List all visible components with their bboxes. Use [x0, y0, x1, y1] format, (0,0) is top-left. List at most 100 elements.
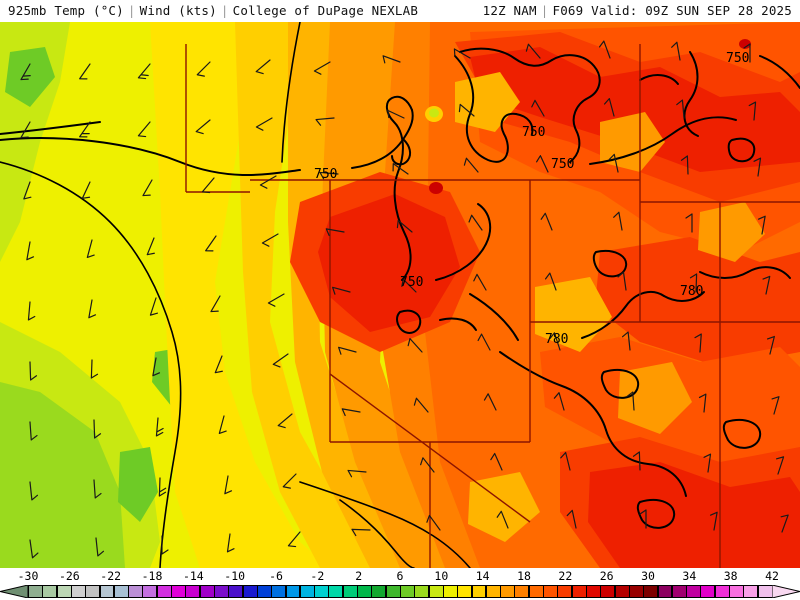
wind-barb [29, 539, 39, 559]
wind-barb [382, 55, 401, 64]
contour-780-e [499, 351, 607, 431]
colorbar-swatch [757, 585, 773, 598]
colorbar-swatch [42, 585, 58, 598]
colorbar-swatch [28, 585, 43, 598]
wind-barb [20, 121, 31, 139]
temp-band-yellow [150, 22, 330, 568]
wind-barb [536, 155, 549, 173]
colorbar-tick-label: 30 [641, 569, 655, 583]
colorbar-tick-label: 2 [355, 569, 363, 583]
temp-band-red7 [595, 237, 800, 367]
colorbar-tick-label: 22 [558, 569, 573, 583]
colorbar-swatch [171, 585, 186, 598]
wind-barb [553, 392, 565, 411]
wind-barb [146, 237, 155, 256]
wind-barb [598, 40, 611, 59]
colorbar-swatch [342, 585, 358, 598]
contour-label: 780 [680, 284, 703, 299]
wind-barb [20, 63, 31, 81]
temp-band-red4 [470, 47, 800, 172]
colorbar-swatch [557, 585, 573, 598]
wind-barb [766, 335, 775, 355]
temp-band-green-bl2 [0, 382, 125, 568]
wind-barb [267, 293, 285, 307]
wind-barb [29, 481, 39, 501]
wind-barb [282, 473, 297, 489]
contour-label: 750 [314, 167, 337, 182]
colorbar-swatch [328, 585, 344, 598]
wind-barb [468, 214, 483, 231]
colorbar-tick-label: -18 [141, 569, 163, 583]
contour-750-f [515, 113, 534, 135]
wind-barb [224, 475, 233, 495]
colorbar-swatch [371, 585, 387, 598]
colorbar-swatch [256, 585, 272, 598]
colorbar-swatch [442, 585, 458, 598]
wind-barb [23, 181, 32, 200]
wind-barb [458, 103, 475, 117]
contour-label: 750 [726, 51, 749, 66]
wind-barb [261, 233, 279, 247]
wind-barb [81, 181, 91, 199]
wind-barb [29, 361, 38, 381]
wind-barb [776, 456, 785, 475]
colorbar-tick-label: 18 [517, 569, 531, 583]
coastline [0, 22, 471, 568]
wind-barb [313, 61, 331, 75]
wind-barb [762, 275, 771, 295]
temp-band-orange-pocket3 [698, 202, 765, 262]
colorbar-swatch [714, 585, 730, 598]
wind-barb [387, 109, 405, 119]
wind-barb [490, 452, 503, 471]
wind-barb [26, 241, 35, 261]
wind-barb [259, 175, 277, 189]
wind-barb [694, 333, 702, 353]
contour-750-d [454, 55, 517, 163]
colorbar-swatch [357, 585, 372, 598]
colorbar-swatch [113, 585, 129, 598]
wind-barb [401, 278, 417, 293]
wind-barb [161, 535, 169, 555]
colorbar-swatch [185, 585, 201, 598]
contour-misc-a [391, 139, 412, 166]
contour-780-c [663, 291, 705, 302]
colorbar-swatch [214, 585, 229, 598]
wind-barb [142, 179, 153, 197]
coastline-path [0, 161, 182, 568]
wind-barb [780, 514, 789, 533]
wind-barb [525, 43, 541, 59]
wind-barb [426, 514, 441, 531]
colorbar-tick-label: -14 [182, 569, 204, 583]
wind-barb [218, 415, 227, 434]
contour-misc-e [722, 418, 762, 449]
wind-barb [226, 533, 235, 553]
wind-barb [93, 419, 102, 439]
wind-barb [272, 353, 289, 368]
colorbar-tick-label: 42 [765, 569, 779, 583]
colorbar-strip [0, 585, 800, 598]
temp-band-orange-pocket2 [600, 112, 665, 172]
colorbar-swatch [500, 585, 516, 598]
colorbar-swatch [99, 585, 115, 598]
wind-barb [413, 397, 429, 413]
contour-misc-b [396, 309, 422, 334]
colorbar-swatch [56, 585, 72, 598]
colorbar-swatch [142, 585, 158, 598]
wind-barb [680, 155, 689, 175]
colorbar-swatch [199, 585, 215, 598]
contour-750-a2 [351, 109, 414, 169]
header-separator-1: | [127, 3, 136, 18]
wind-barb [709, 511, 718, 531]
colorbar-tick-label: 34 [682, 569, 697, 583]
wind-barb [621, 331, 631, 351]
colorbar-swatch [671, 585, 687, 598]
colorbar-swatch [85, 585, 101, 598]
wind-barb [748, 101, 757, 121]
contour-780-f [605, 429, 687, 497]
wind-barb [632, 451, 641, 471]
contour-750-g [459, 47, 553, 67]
map-svg: 750 750 750 750 750 780 780 [0, 22, 800, 568]
wind-barb [29, 421, 38, 441]
header-left-text: 925mb Temp (°C) | Wind (kts) | College of Du… [8, 3, 418, 18]
contour-750-h [551, 54, 601, 163]
